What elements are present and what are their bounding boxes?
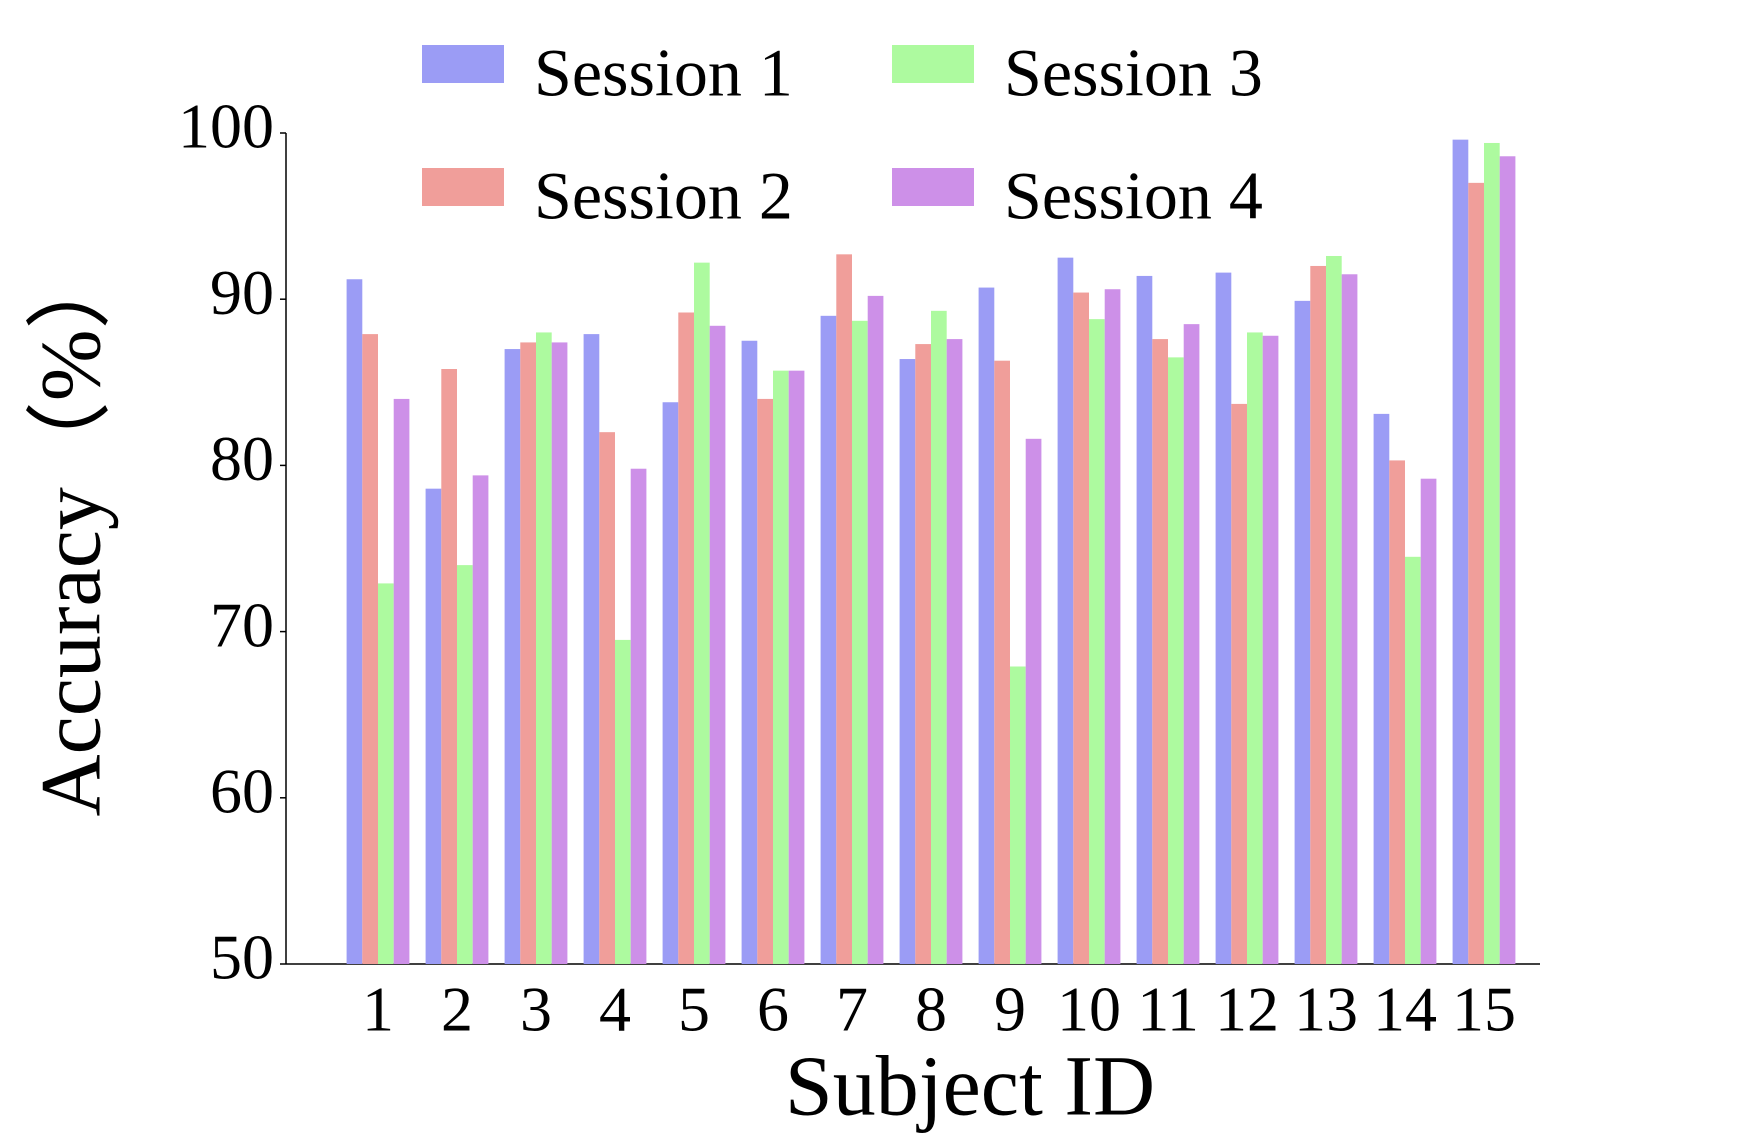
x-tick-label: 14 xyxy=(1373,974,1437,1045)
legend-swatch xyxy=(892,45,974,83)
bar xyxy=(1452,139,1469,964)
bar xyxy=(1183,324,1200,964)
legend-swatch xyxy=(892,168,974,206)
bar xyxy=(441,369,457,964)
bar xyxy=(472,475,489,964)
bar xyxy=(583,334,600,964)
y-tick-label: 90 xyxy=(210,257,274,328)
y-tick-label: 80 xyxy=(210,423,274,494)
bar xyxy=(378,583,394,964)
bar xyxy=(536,332,552,964)
bar xyxy=(773,370,789,964)
bar xyxy=(899,359,916,965)
bar xyxy=(1468,182,1484,965)
y-axis-title: Accuracy（%） xyxy=(23,243,119,816)
bar xyxy=(1073,292,1089,964)
bar xyxy=(1405,556,1421,964)
x-tick-label: 11 xyxy=(1137,974,1199,1045)
legend-label: Session 3 xyxy=(1004,35,1263,111)
bar xyxy=(1152,339,1168,964)
y-tick-label: 50 xyxy=(210,922,274,993)
bar xyxy=(757,398,773,964)
bar xyxy=(709,325,726,964)
bar xyxy=(520,342,536,964)
x-tick-label: 4 xyxy=(599,974,631,1045)
bar xyxy=(504,349,521,964)
bar xyxy=(820,315,837,964)
bar xyxy=(425,488,442,964)
bar xyxy=(867,295,884,965)
bar xyxy=(662,402,679,964)
bar xyxy=(1247,332,1263,964)
bar xyxy=(915,344,931,965)
legend-swatch xyxy=(422,45,504,83)
x-tick-label: 10 xyxy=(1057,974,1121,1045)
bar xyxy=(346,279,363,965)
bar xyxy=(1136,275,1153,964)
bar xyxy=(678,312,694,965)
bar xyxy=(1420,478,1437,964)
bar xyxy=(1310,265,1326,965)
x-tick-label: 13 xyxy=(1294,974,1358,1045)
bar xyxy=(1057,257,1074,964)
y-tick-label: 100 xyxy=(178,91,274,162)
legend-swatch xyxy=(422,168,504,206)
legend-label: Session 1 xyxy=(534,35,793,111)
bar xyxy=(599,432,615,964)
x-tick-label: 15 xyxy=(1452,974,1516,1045)
bar xyxy=(1025,438,1042,965)
x-tick-label: 1 xyxy=(362,974,394,1045)
bar xyxy=(457,565,473,964)
bar xyxy=(393,398,410,964)
x-tick-label: 12 xyxy=(1215,974,1279,1045)
bar xyxy=(1373,413,1390,964)
bar xyxy=(1499,156,1516,964)
bar xyxy=(1215,272,1232,964)
bar xyxy=(978,287,995,964)
legend-label: Session 2 xyxy=(534,158,793,234)
legend-label: Session 4 xyxy=(1004,158,1263,234)
bar xyxy=(1262,335,1279,964)
x-tick-label: 2 xyxy=(441,974,473,1045)
bar xyxy=(694,262,710,964)
bar xyxy=(994,360,1010,965)
x-tick-label: 7 xyxy=(836,974,868,1045)
bar xyxy=(1389,460,1405,964)
bar xyxy=(551,342,568,964)
bar xyxy=(1231,403,1247,964)
bar xyxy=(1104,289,1121,964)
bar xyxy=(931,310,947,965)
y-tick-label: 70 xyxy=(210,589,274,660)
x-tick-label: 3 xyxy=(520,974,552,1045)
bar xyxy=(1089,319,1105,964)
x-tick-label: 5 xyxy=(678,974,710,1045)
bar xyxy=(362,334,378,964)
x-tick-label: 8 xyxy=(915,974,947,1045)
bar xyxy=(788,370,805,964)
x-tick-label: 6 xyxy=(757,974,789,1045)
x-tick-label: 9 xyxy=(994,974,1026,1045)
bar xyxy=(852,320,868,964)
bar xyxy=(630,468,647,964)
bar xyxy=(615,639,631,964)
bar xyxy=(1341,274,1358,964)
bar xyxy=(946,339,963,964)
bar xyxy=(1484,142,1500,965)
bar xyxy=(1294,300,1311,964)
bar xyxy=(1326,255,1342,964)
x-axis-title: Subject ID xyxy=(785,1038,1155,1134)
bar xyxy=(741,340,758,964)
bar xyxy=(1168,357,1184,964)
bar xyxy=(836,254,852,965)
y-tick-label: 60 xyxy=(210,755,274,826)
bar xyxy=(1010,666,1026,964)
